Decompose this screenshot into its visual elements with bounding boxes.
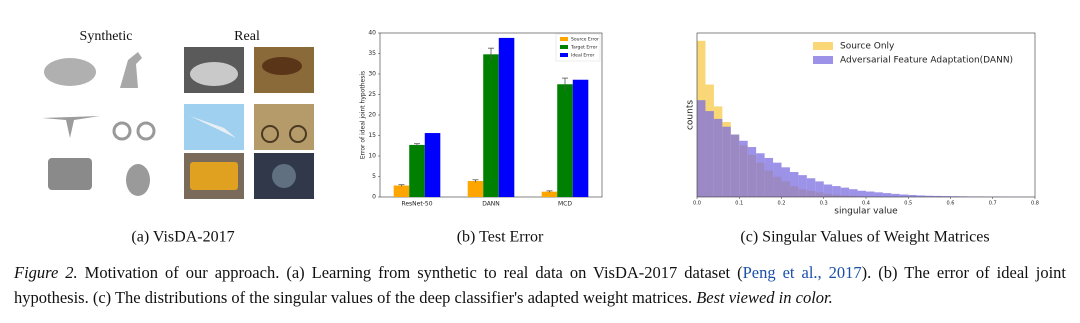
x-axis-label: singular value [834, 207, 898, 217]
histogram-bar [950, 196, 959, 197]
histogram-bar [773, 162, 782, 197]
histogram-bar [697, 100, 706, 197]
histogram-bar [747, 147, 757, 197]
y-tick-label: 0 [372, 194, 376, 201]
histogram-bar [857, 190, 866, 197]
histogram-bar [891, 193, 900, 197]
histogram-bar [899, 194, 909, 197]
histogram-bar [781, 167, 790, 197]
x-tick-label: 0.3 [820, 201, 828, 207]
y-axis-label: Error of ideal joint hypothesis [360, 71, 367, 159]
legend-label: Source Error [571, 37, 599, 43]
figure-label: Figure 2. [14, 263, 78, 282]
legend-label: Source Only [840, 42, 895, 52]
x-tick-label: 0.2 [778, 201, 786, 207]
histogram-bar [823, 184, 833, 197]
panel-label: Real [234, 29, 260, 44]
legend-label: Target Error [570, 45, 597, 51]
bar [498, 37, 515, 197]
histogram-bar [730, 134, 740, 197]
figure-caption: Figure 2. Motivation of our approach. (a… [14, 260, 1066, 310]
histogram-bar [756, 153, 765, 197]
panel-label: Synthetic [80, 29, 133, 44]
histogram-bar [958, 196, 968, 197]
legend-label: Adversarial Feature Adaptation(DANN) [840, 56, 1013, 66]
figure: Synthetic Real (a) VisDA-2017 (b) Test E… [42, 29, 1039, 246]
histogram-bar [789, 172, 799, 197]
bar [483, 54, 499, 197]
x-tick-label: ResNet-50 [401, 201, 432, 208]
histogram-bar [908, 194, 917, 197]
histogram-bar [739, 140, 748, 197]
bar [541, 191, 558, 197]
histogram-bar [882, 193, 892, 197]
y-tick-label: 30 [368, 71, 376, 78]
histogram-bar [849, 189, 858, 197]
citation[interactable]: Peng et al., 2017 [742, 263, 862, 282]
histogram-bar [798, 175, 807, 197]
caption-text: ). (b) The error of ideal joint hypothes… [14, 263, 1066, 307]
x-tick-label: MCD [558, 201, 572, 208]
legend-swatch [813, 56, 833, 64]
bar [467, 181, 484, 197]
histogram-bar [713, 118, 723, 197]
bar [424, 133, 441, 197]
y-axis-label: counts [686, 100, 696, 130]
histogram-bar [933, 195, 943, 197]
histogram-bar [705, 111, 714, 197]
caption-emphasis: Best viewed in color. [696, 288, 833, 307]
histogram-bar [942, 196, 951, 197]
y-tick-label: 5 [372, 173, 376, 180]
y-tick-label: 35 [368, 50, 376, 57]
legend-swatch [560, 45, 568, 49]
histogram-bar [840, 187, 850, 197]
histogram-bar [866, 191, 875, 197]
y-tick-label: 25 [368, 91, 376, 98]
histogram-bar [925, 195, 934, 197]
real-thumbnails [184, 47, 314, 199]
x-tick-label: DANN [482, 201, 500, 208]
x-tick-label: 0.8 [1031, 201, 1039, 207]
histogram-bar [916, 195, 926, 197]
x-tick-label: 0.1 [735, 201, 743, 207]
legend-swatch [560, 37, 568, 41]
bar [572, 79, 589, 197]
panel-caption: (c) Singular Values of Weight Matrices [740, 229, 989, 246]
panel-caption: (b) Test Error [457, 229, 544, 246]
legend-label: Ideal Error [571, 53, 595, 59]
legend-swatch [813, 42, 833, 50]
histogram-bar [806, 178, 816, 197]
x-tick-label: 0.6 [947, 201, 955, 207]
histogram-bar [874, 192, 883, 197]
y-tick-label: 10 [368, 153, 376, 160]
histogram-bar [764, 157, 774, 197]
y-tick-label: 40 [368, 30, 376, 37]
bar [557, 84, 573, 197]
bar [393, 185, 410, 197]
x-tick-label: 0.5 [904, 201, 912, 207]
y-tick-label: 20 [368, 112, 376, 119]
caption-text: Motivation of our approach. (a) Learning… [84, 263, 743, 282]
synthetic-thumbnails [42, 52, 156, 196]
histogram-bar [722, 126, 731, 197]
legend-swatch [560, 53, 568, 57]
x-tick-label: 0.0 [693, 201, 701, 207]
panel-caption: (a) VisDA-2017 [131, 229, 234, 246]
x-tick-label: 0.7 [989, 201, 997, 207]
bar [409, 144, 425, 197]
histogram-bar [832, 186, 841, 197]
y-tick-label: 15 [368, 132, 376, 139]
histogram-bar [815, 181, 824, 197]
x-tick-label: 0.4 [862, 201, 870, 207]
